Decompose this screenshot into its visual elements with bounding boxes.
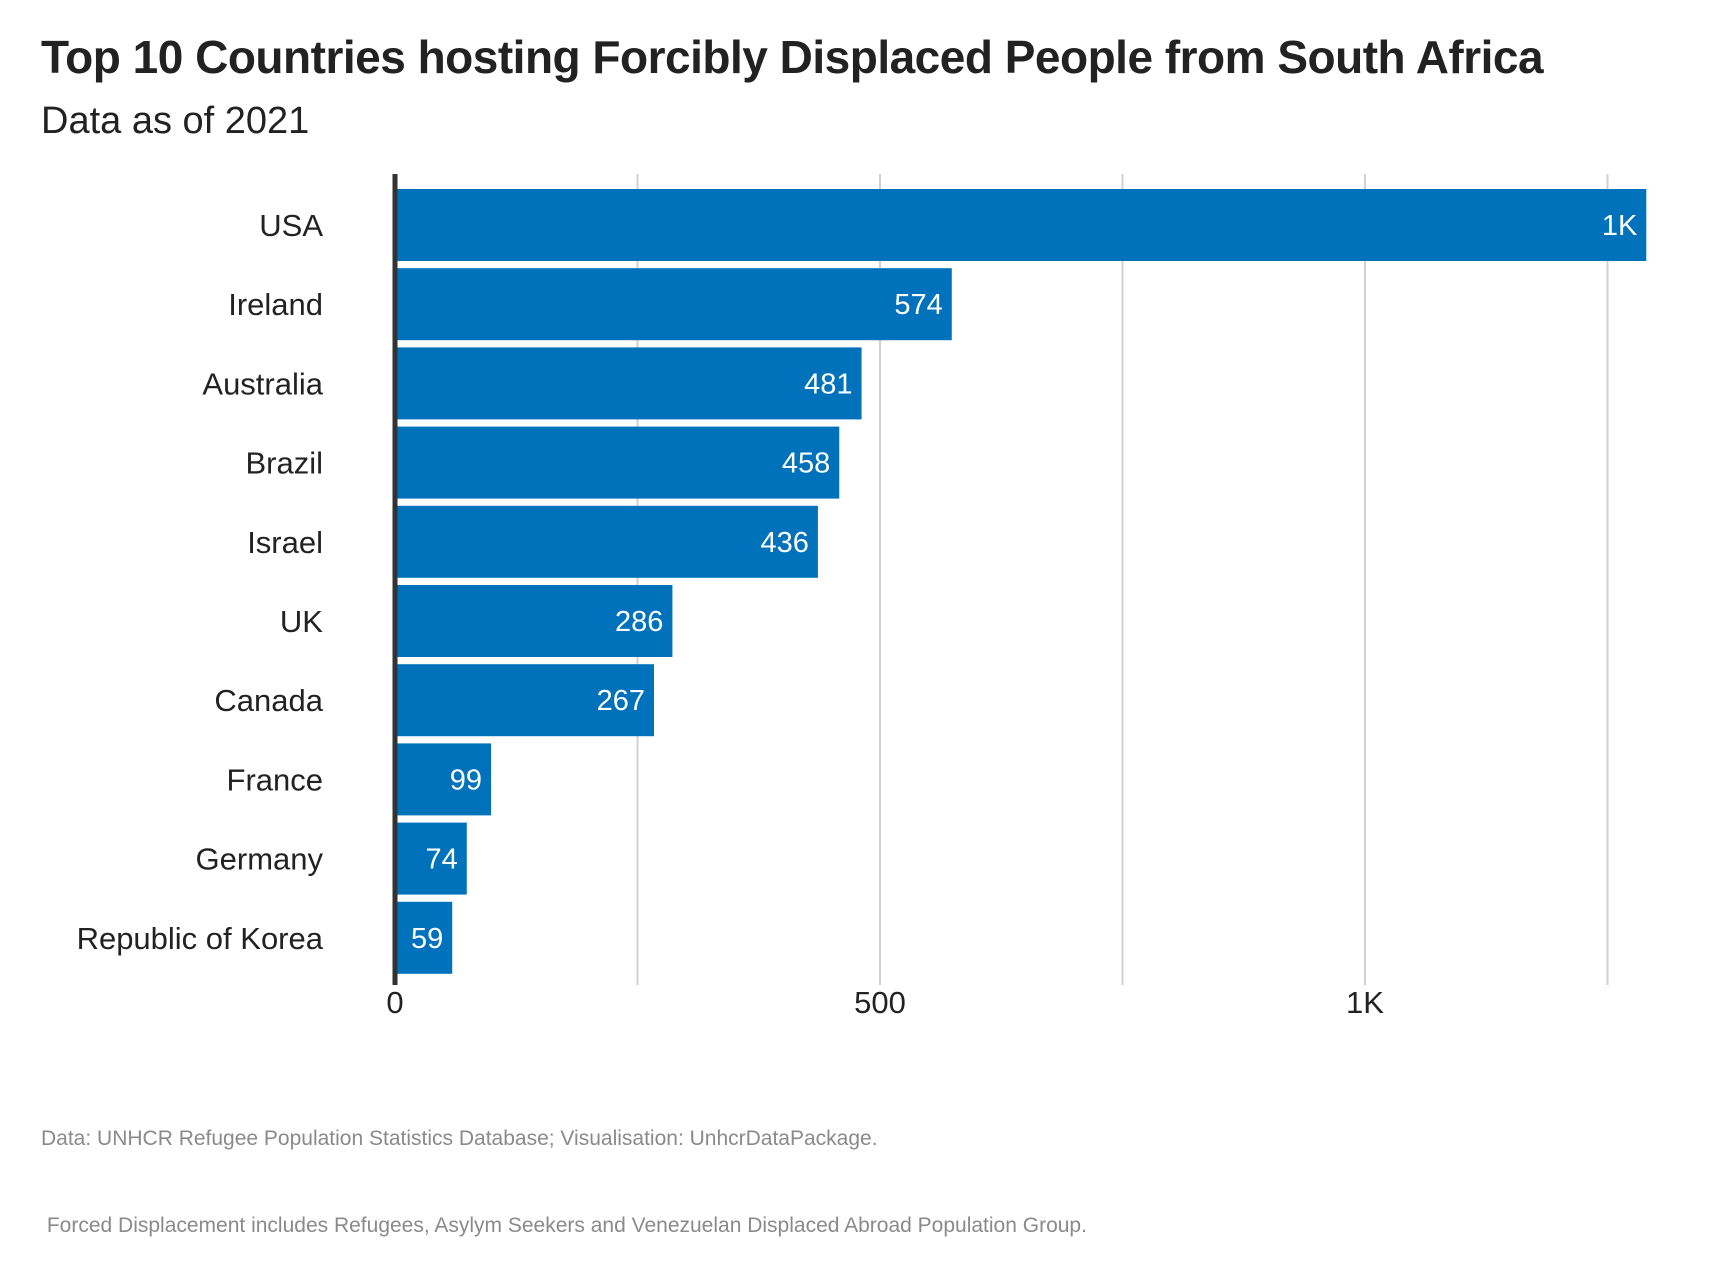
category-label-uk: UK [280, 604, 323, 639]
value-label-australia: 481 [804, 368, 852, 400]
value-label-ireland: 574 [894, 289, 942, 321]
chart-title: Top 10 Countries hosting Forcibly Displa… [41, 31, 1544, 83]
bar-israel [397, 505, 818, 578]
category-label-canada: Canada [214, 683, 323, 718]
category-labels: USA Ireland Australia Brazil Israel UK Canada F… [77, 208, 324, 956]
x-axis-ticks: 0 500 1K [386, 985, 1384, 1020]
value-label-republic-of-korea: 59 [411, 923, 443, 955]
category-label-ireland: Ireland [228, 287, 323, 322]
x-tick-label-1000: 1K [1346, 985, 1384, 1020]
category-label-australia: Australia [202, 366, 323, 401]
value-label-canada: 267 [597, 685, 645, 717]
chart-caption: Data: UNHCR Refugee Population Statistic… [41, 1066, 1087, 1269]
category-label-germany: Germany [196, 842, 324, 877]
category-label-brazil: Brazil [245, 446, 323, 481]
category-label-usa: USA [259, 208, 323, 243]
bar-republic-of-korea [397, 901, 453, 974]
bar-germany [397, 822, 467, 895]
bar-canada [397, 664, 654, 737]
category-label-israel: Israel [247, 525, 323, 560]
value-label-france: 99 [450, 764, 482, 796]
bar-france [397, 743, 492, 816]
value-labels: 1K 574 481 458 436 286 267 99 74 59 [411, 210, 1638, 955]
bar-chart: USA Ireland Australia Brazil Israel UK Canada F… [77, 174, 1647, 1020]
bar-brazil [397, 426, 840, 499]
value-label-usa: 1K [1602, 210, 1638, 242]
value-label-germany: 74 [426, 844, 458, 876]
caption-line-source: Data: UNHCR Refugee Population Statistic… [41, 1127, 878, 1150]
category-label-france: France [227, 762, 323, 797]
bar-australia [397, 347, 862, 420]
caption-line-note: Forced Displacement includes Refugees, A… [41, 1214, 1087, 1237]
value-label-uk: 286 [615, 606, 663, 638]
bar-ireland [397, 268, 952, 341]
bar-usa [397, 189, 1647, 261]
value-label-brazil: 458 [782, 448, 830, 480]
category-label-republic-of-korea: Republic of Korea [77, 921, 324, 956]
x-tick-label-0: 0 [386, 985, 403, 1020]
value-label-israel: 436 [761, 527, 809, 559]
bar-uk [397, 585, 673, 657]
chart-subtitle: Data as of 2021 [41, 100, 310, 142]
bars [397, 189, 1647, 974]
x-tick-label-500: 500 [854, 985, 906, 1020]
